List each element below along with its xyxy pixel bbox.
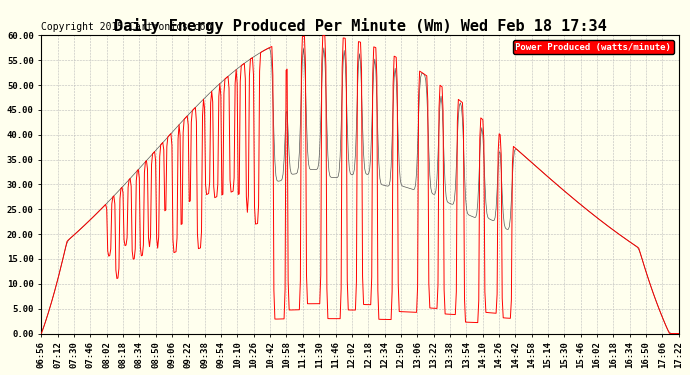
Text: Copyright 2015 Cartronics.com: Copyright 2015 Cartronics.com: [41, 22, 212, 32]
Title: Daily Energy Produced Per Minute (Wm) Wed Feb 18 17:34: Daily Energy Produced Per Minute (Wm) We…: [114, 18, 607, 34]
Legend: Power Produced (watts/minute): Power Produced (watts/minute): [513, 40, 674, 54]
